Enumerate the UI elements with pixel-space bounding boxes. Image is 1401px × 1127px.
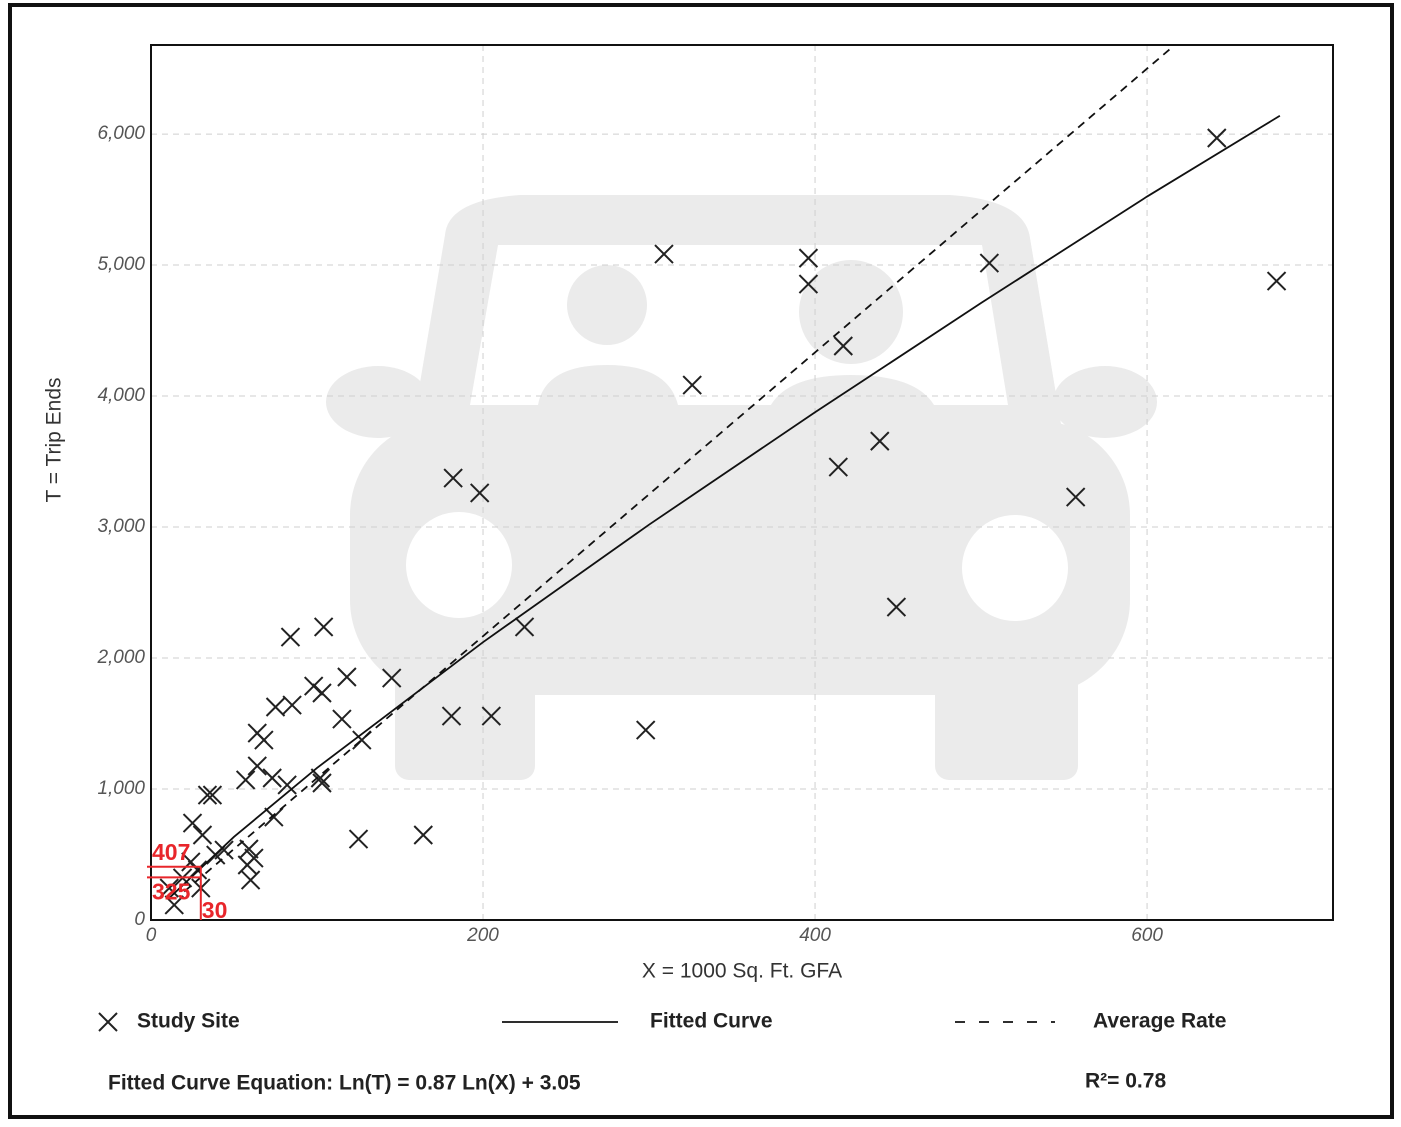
x-tick-label: 600: [1131, 925, 1163, 946]
y-tick-label: 6,000: [97, 123, 145, 144]
x-axis-label: X = 1000 Sq. Ft. GFA: [642, 960, 842, 983]
x-tick-label: 0: [146, 925, 157, 946]
chart: X = 1000 Sq. Ft. GFA T = Trip Ends Fitte…: [0, 0, 1401, 1122]
annotation-label: 30: [202, 897, 228, 923]
legend-label: Study Site: [137, 1010, 240, 1033]
y-axis-label: T = Trip Ends: [43, 377, 66, 502]
y-tick-label: 5,000: [97, 254, 145, 275]
x-tick-label: 200: [466, 925, 499, 946]
legend-label: Fitted Curve: [650, 1010, 773, 1033]
annotation-label: 407: [152, 839, 190, 865]
annotation-label: 325: [152, 879, 191, 905]
y-tick-label: 1,000: [97, 778, 145, 799]
legend-label: Average Rate: [1093, 1010, 1226, 1033]
r-squared: R²= 0.78: [1085, 1070, 1166, 1093]
y-tick-label: 0: [134, 909, 145, 930]
y-tick-label: 4,000: [97, 385, 145, 406]
equation: Fitted Curve Equation: Ln(T) = 0.87 Ln(X…: [108, 1072, 581, 1095]
x-tick-label: 400: [799, 925, 831, 946]
y-tick-label: 2,000: [96, 647, 145, 668]
page: X = 1000 Sq. Ft. GFA T = Trip Ends Fitte…: [0, 0, 1401, 1127]
y-tick-label: 3,000: [97, 516, 145, 537]
